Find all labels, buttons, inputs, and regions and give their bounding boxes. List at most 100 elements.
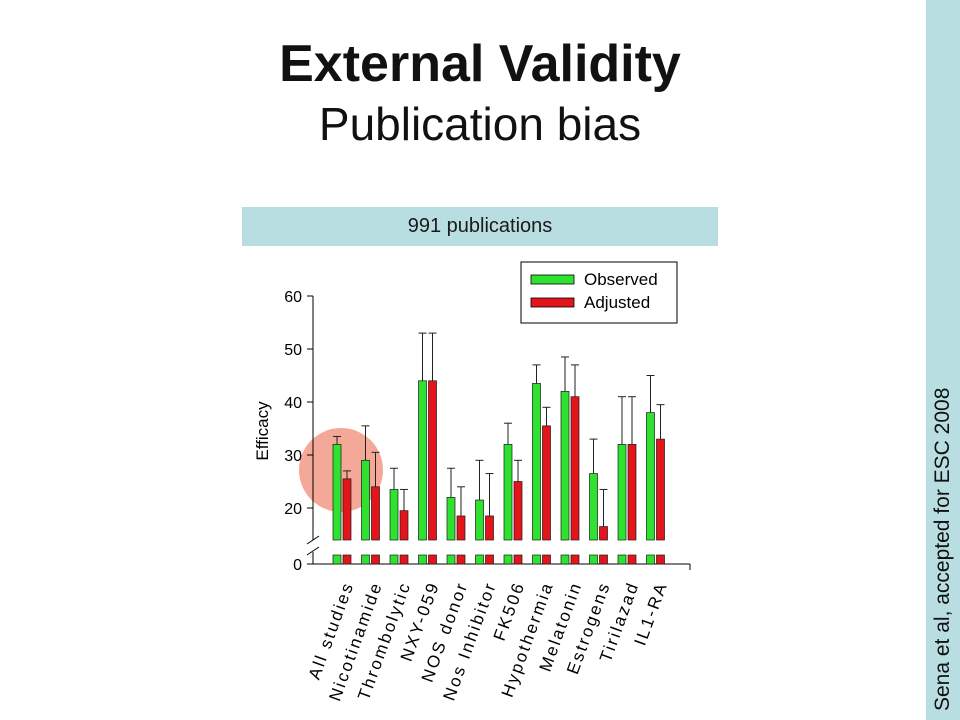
bar-observed-thrombolytic bbox=[389, 489, 399, 565]
bar-adjusted-estrogens bbox=[599, 526, 608, 565]
y-tick-label-0: 0 bbox=[293, 557, 302, 574]
bar-segment-stub bbox=[513, 554, 523, 565]
bar-segment-upper bbox=[332, 444, 342, 541]
error-bar-observed-estrogens bbox=[589, 438, 598, 474]
bar-segment-stub bbox=[456, 554, 466, 565]
bar-segment-stub bbox=[485, 554, 494, 565]
bar-observed-nicotinamide bbox=[361, 459, 370, 565]
bar-segment-upper bbox=[513, 481, 523, 541]
y-tick-label-50: 50 bbox=[284, 342, 302, 359]
bar-segment-upper bbox=[371, 486, 380, 541]
bar-observed-melatonin bbox=[560, 391, 570, 565]
bar-segment-stub bbox=[361, 554, 370, 565]
bar-observed-il1-ra bbox=[646, 412, 655, 565]
y-tick-label-60: 60 bbox=[284, 289, 302, 306]
bar-segment-upper bbox=[542, 425, 551, 541]
bar-segment-stub bbox=[428, 554, 437, 565]
bar-segment-stub bbox=[627, 554, 637, 565]
bar-segment-upper bbox=[560, 391, 570, 541]
bar-segment-upper bbox=[646, 412, 655, 541]
bar-adjusted-all-studies bbox=[342, 478, 352, 565]
error-bar-observed-fk506 bbox=[504, 422, 512, 445]
bar-segment-stub bbox=[570, 554, 580, 565]
bar-segment-upper bbox=[399, 510, 409, 541]
bar-segment-upper bbox=[503, 444, 513, 541]
bar-segment-upper bbox=[627, 444, 637, 541]
error-bar-observed-thrombolytic bbox=[390, 467, 398, 490]
y-axis-break-mark bbox=[306, 546, 320, 556]
error-bar-adjusted-nos-inhibitor bbox=[485, 473, 494, 516]
y-tick-label-30: 30 bbox=[284, 448, 302, 465]
bar-segment-upper bbox=[361, 459, 370, 541]
legend-label-adjusted: Adjusted bbox=[584, 293, 650, 312]
bar-segment-upper bbox=[656, 438, 665, 541]
bar-segment-stub bbox=[542, 554, 551, 565]
bar-segment-upper bbox=[532, 383, 541, 541]
error-bar-adjusted-estrogens bbox=[599, 488, 608, 527]
bar-segment-stub bbox=[389, 554, 399, 565]
bar-segment-stub bbox=[560, 554, 570, 565]
bar-segment-stub bbox=[371, 554, 380, 565]
bar-segment-upper bbox=[456, 515, 466, 541]
bar-adjusted-nxy-059 bbox=[428, 380, 437, 565]
bar-segment-stub bbox=[446, 554, 456, 565]
bar-segment-upper bbox=[446, 497, 456, 541]
bar-segment-upper bbox=[485, 515, 494, 541]
error-bar-adjusted-fk506 bbox=[514, 459, 522, 482]
bar-adjusted-il1-ra bbox=[656, 438, 665, 565]
bar-adjusted-hypothermia bbox=[542, 425, 551, 565]
bar-segment-stub bbox=[656, 554, 665, 565]
error-bar-observed-melatonin bbox=[561, 356, 569, 392]
legend-label-observed: Observed bbox=[584, 270, 658, 289]
y-axis-label: Efficacy bbox=[253, 401, 272, 461]
error-bar-adjusted-il1-ra bbox=[656, 404, 665, 440]
error-bar-observed-il1-ra bbox=[646, 375, 655, 413]
error-bar-adjusted-hypothermia bbox=[542, 406, 551, 426]
bar-segment-upper bbox=[418, 380, 427, 541]
bar-observed-fk506 bbox=[503, 444, 513, 565]
citation-text: Sena et al, accepted for ESC 2008 bbox=[931, 387, 954, 711]
bar-segment-stub bbox=[342, 554, 352, 565]
bar-adjusted-melatonin bbox=[570, 396, 580, 565]
bar-segment-stub bbox=[475, 554, 484, 565]
legend-swatch-adjusted bbox=[530, 297, 575, 308]
bar-segment-upper bbox=[389, 489, 399, 541]
citation-sidebar: Sena et al, accepted for ESC 2008 bbox=[926, 0, 960, 720]
error-bar-observed-hypothermia bbox=[532, 364, 541, 384]
bar-adjusted-thrombolytic bbox=[399, 510, 409, 565]
bar-segment-upper bbox=[342, 478, 352, 541]
bar-observed-tirilazad bbox=[617, 444, 627, 565]
error-bar-adjusted-all-studies bbox=[343, 470, 351, 479]
bar-segment-upper bbox=[617, 444, 627, 541]
publications-banner: 991 publications bbox=[242, 207, 718, 246]
bar-segment-upper bbox=[599, 526, 608, 541]
efficacy-bar-chart: 0 20 30 40 50 60 All studiesNicotinamideThrom… bbox=[253, 261, 691, 704]
bar-segment-stub bbox=[599, 554, 608, 565]
slide-subtitle: Publication bias bbox=[318, 98, 642, 150]
bar-adjusted-nos-inhibitor bbox=[485, 515, 494, 565]
bar-segment-upper bbox=[570, 396, 580, 541]
bar-observed-all-studies bbox=[332, 444, 342, 565]
bar-segment-stub bbox=[532, 554, 541, 565]
error-bar-adjusted-tirilazad bbox=[628, 396, 636, 445]
y-tick-label-40: 40 bbox=[284, 395, 302, 412]
error-bar-adjusted-melatonin bbox=[571, 364, 579, 397]
bar-observed-nos-inhibitor bbox=[475, 499, 484, 565]
category-labels: All studiesNicotinamideThrombolyticNXY-0… bbox=[305, 579, 672, 704]
bar-adjusted-nos-donor bbox=[456, 515, 466, 565]
chart-legend: Observed Adjusted bbox=[520, 261, 678, 324]
bar-segment-stub bbox=[589, 554, 598, 565]
bar-observed-nxy-059 bbox=[418, 380, 427, 565]
bar-observed-nos-donor bbox=[446, 497, 456, 565]
bar-segment-stub bbox=[617, 554, 627, 565]
bars-layer bbox=[332, 332, 665, 565]
bar-observed-estrogens bbox=[589, 473, 598, 565]
error-bar-adjusted-nos-donor bbox=[457, 486, 465, 516]
bar-segment-stub bbox=[646, 554, 655, 565]
bar-adjusted-nicotinamide bbox=[371, 486, 380, 565]
axes-layer: 0 20 30 40 50 60 bbox=[284, 289, 691, 574]
error-bar-observed-nicotinamide bbox=[361, 425, 370, 461]
error-bar-observed-tirilazad bbox=[618, 396, 626, 445]
slide-title: External Validity bbox=[279, 35, 681, 93]
publications-banner-text: 991 publications bbox=[407, 215, 553, 237]
